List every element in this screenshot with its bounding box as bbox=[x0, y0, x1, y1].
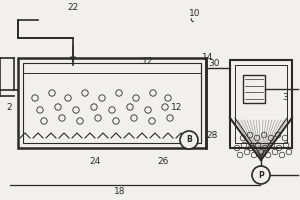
Text: 24: 24 bbox=[89, 158, 100, 166]
Bar bbox=[23, 63, 201, 143]
Text: 26: 26 bbox=[157, 158, 169, 166]
Bar bbox=[230, 60, 292, 148]
Text: 12: 12 bbox=[171, 104, 183, 112]
Text: 18: 18 bbox=[114, 188, 126, 196]
Text: 28: 28 bbox=[206, 130, 218, 140]
Text: 12: 12 bbox=[142, 58, 154, 66]
Bar bbox=[235, 65, 287, 143]
Text: 14: 14 bbox=[202, 53, 214, 62]
Text: B: B bbox=[186, 136, 192, 144]
Text: 22: 22 bbox=[68, 3, 79, 12]
Circle shape bbox=[180, 131, 198, 149]
Text: 3: 3 bbox=[282, 94, 288, 102]
Bar bbox=[243, 75, 265, 103]
Text: 2: 2 bbox=[6, 104, 12, 112]
Circle shape bbox=[252, 166, 270, 184]
Text: 30: 30 bbox=[208, 58, 220, 68]
Text: 10: 10 bbox=[189, 8, 201, 18]
Text: P: P bbox=[258, 170, 264, 180]
Bar bbox=[18, 58, 206, 148]
